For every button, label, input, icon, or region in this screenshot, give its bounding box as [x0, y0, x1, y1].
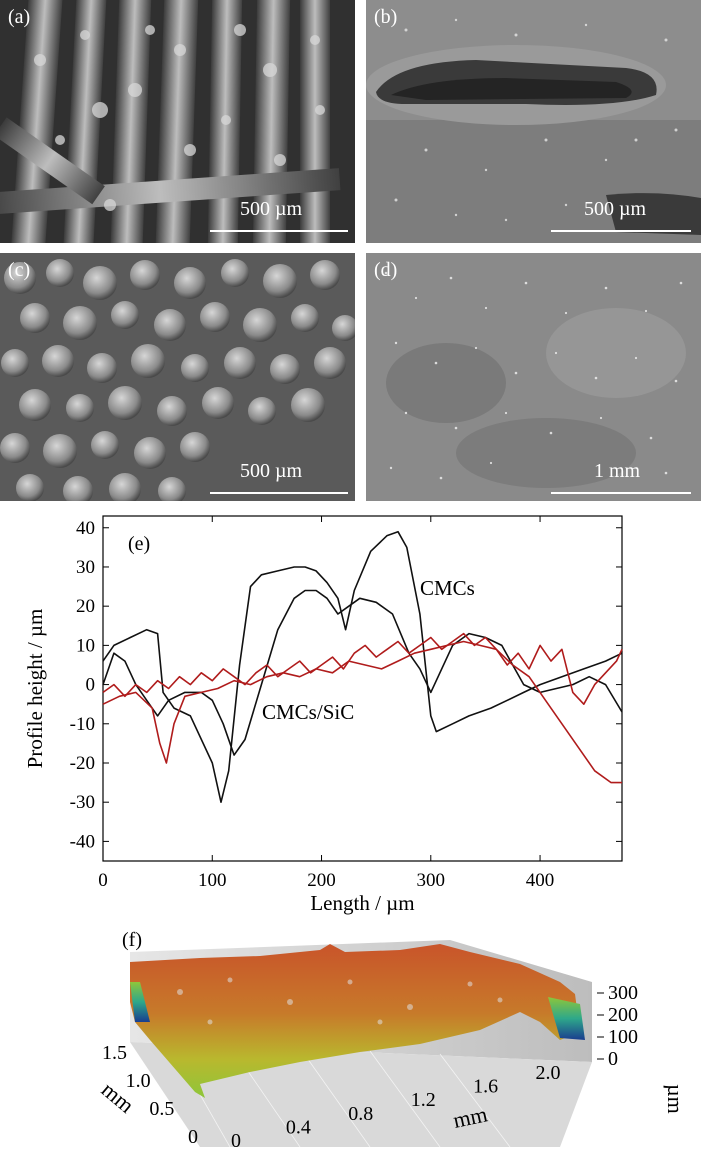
sem-image-a	[0, 0, 355, 243]
panel-label-a: (a)	[8, 6, 31, 28]
sem-image-b	[366, 0, 701, 243]
scale-bar-c	[210, 492, 348, 494]
x-tick-label: 400	[526, 870, 555, 891]
y-tick-label: 10	[76, 635, 95, 656]
y-tick-label: 40	[76, 518, 95, 539]
surface-mesh	[130, 944, 580, 1098]
annotation-cmcs-sic: CMCs/SiC	[262, 700, 354, 724]
annotation-cmcs: CMCs	[420, 576, 475, 600]
sem-panel-d: (d) 1 mm	[366, 253, 701, 501]
panel-label-e: (e)	[128, 533, 150, 555]
x-tick-label: 200	[307, 870, 336, 891]
panel-label-c: (c)	[8, 259, 31, 281]
sem-image-c	[0, 253, 355, 501]
scale-text-d: 1 mm	[594, 460, 641, 482]
surface-y-tick-label: 1.0	[126, 1070, 151, 1092]
sem-image-d	[366, 253, 701, 501]
plot-frame	[102, 515, 623, 862]
surface-z-tick-label: 100	[608, 1026, 638, 1048]
surface-z-tick-label: 0	[608, 1048, 618, 1070]
y-tick-label: 0	[86, 675, 96, 696]
y-tick-label: -30	[70, 792, 95, 813]
scale-bar-d	[551, 492, 691, 494]
surface-x-tick-label: 1.6	[473, 1076, 498, 1098]
panel-label-b: (b)	[374, 6, 398, 28]
surface-z-tick-label: 300	[608, 982, 638, 1004]
sem-panel-c: (c) 500 µm	[0, 253, 355, 501]
y-tick-label: -40	[70, 831, 95, 852]
scale-bar-b	[551, 230, 691, 232]
x-tick-label: 300	[417, 870, 446, 891]
surface-x-tick-label: 1.2	[411, 1089, 436, 1111]
y-tick-label: 30	[76, 557, 95, 578]
panel-label-f: (f)	[122, 929, 142, 951]
x-tick-label: 100	[198, 870, 227, 891]
profile-line-chart: 0 100 200 300 400 -40 -30 -20 -10 0 10 20 30 40 (e) CMC…	[23, 515, 623, 915]
scale-text-a: 500 µm	[240, 198, 303, 220]
y-tick-label: -20	[70, 753, 95, 774]
surface-y-tick-label: 0	[188, 1126, 198, 1148]
series-line-1	[102, 530, 623, 803]
y-tick-label: -10	[70, 714, 95, 735]
scale-bar-a	[210, 230, 348, 232]
y-tick-label: 20	[76, 596, 95, 617]
surface-y-tick-label: 0.5	[149, 1098, 174, 1120]
series-line-2	[102, 589, 623, 756]
surface-z-tick-label: 200	[608, 1004, 638, 1026]
sem-panel-b: (b) 500 µm	[366, 0, 701, 243]
panel-label-d: (d)	[374, 259, 398, 281]
scale-text-b: 500 µm	[584, 198, 647, 220]
surface-x-tick-label: 0.8	[348, 1103, 373, 1125]
surface-x-tick-label: 0	[231, 1130, 241, 1151]
series-line-4	[102, 632, 623, 705]
surface-x-tick-label: 2.0	[536, 1062, 561, 1084]
surface-y-tick-label: 1.5	[102, 1042, 127, 1064]
scale-text-c: 500 µm	[240, 460, 303, 482]
surface-3d-plot: (f) 00.40.81.21.62.0 00.51.01.5 01002003…	[97, 929, 688, 1151]
surface-x-tick-label: 0.4	[286, 1116, 311, 1138]
y-axis-label: Profile height / µm	[23, 609, 47, 769]
x-axis-label: Length / µm	[310, 891, 414, 915]
x-tick-label: 0	[98, 870, 108, 891]
sem-panel-a: (a) 500 µm	[0, 0, 355, 243]
surface-z-axis-label: µm	[663, 1084, 688, 1114]
